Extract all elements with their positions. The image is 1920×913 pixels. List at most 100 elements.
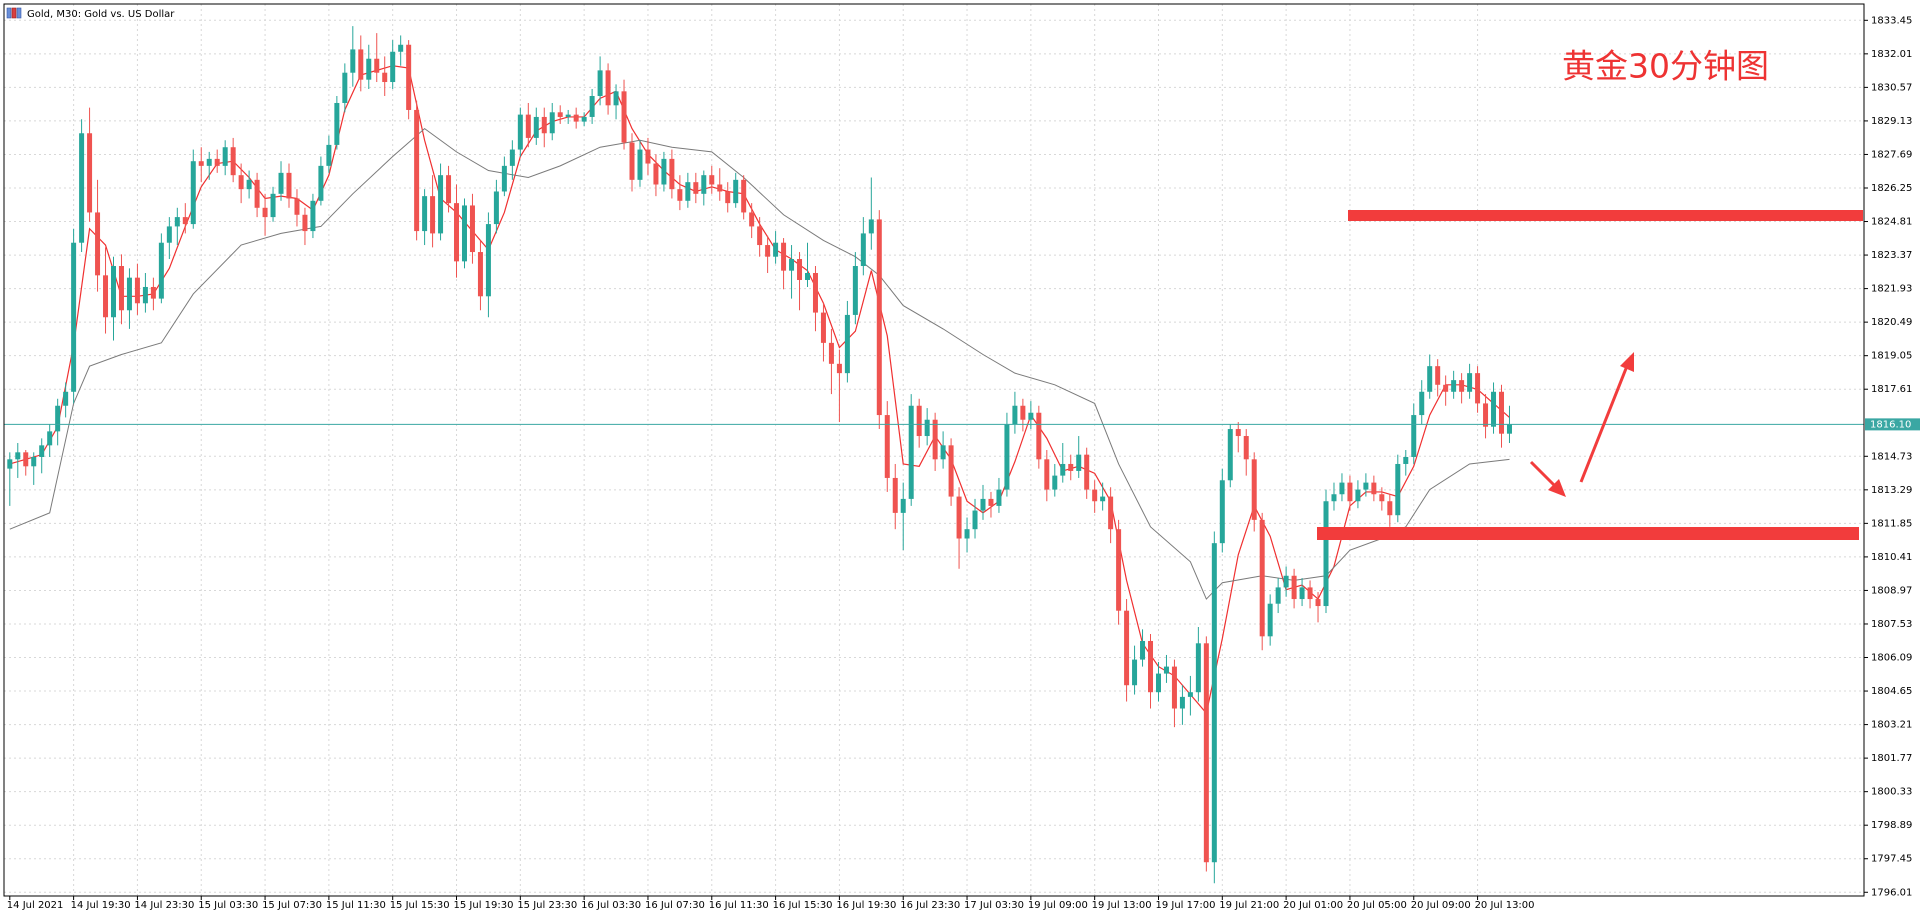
candle-body — [318, 165, 324, 201]
candle-body — [916, 405, 922, 437]
candles — [7, 26, 1512, 884]
candle-body — [71, 242, 77, 392]
x-tick-label: 16 Jul 11:30 — [709, 900, 769, 911]
candle-body — [270, 193, 276, 218]
candle-body — [430, 196, 436, 234]
x-tick-label: 14 Jul 2021 — [7, 900, 64, 911]
candle-body — [533, 116, 539, 138]
candle-body — [95, 212, 101, 276]
candle-body — [797, 259, 803, 280]
candle-body — [1219, 480, 1225, 544]
candle-body — [1179, 696, 1185, 709]
candle-body — [1435, 366, 1441, 385]
candle-body — [1387, 501, 1393, 516]
candle-body — [876, 219, 882, 416]
candle-body — [126, 277, 132, 311]
candle-body — [1506, 424, 1512, 434]
annotation: 黄金30分钟图 — [1562, 47, 1769, 86]
candle-body — [1411, 415, 1417, 457]
candle-body — [924, 419, 930, 437]
candle-body — [1163, 666, 1169, 674]
candle-body — [757, 226, 763, 246]
candle-body — [47, 431, 53, 446]
candle-body — [621, 91, 627, 143]
support-zone — [1317, 527, 1859, 540]
price-label-box — [1865, 418, 1920, 431]
candle-body — [1451, 380, 1457, 392]
x-tick-label: 17 Jul 03:30 — [964, 900, 1024, 911]
x-tick-label: 19 Jul 13:00 — [1092, 900, 1152, 911]
candle-body — [286, 172, 292, 199]
candle-body — [278, 172, 284, 194]
y-tick-label: 1829.13 — [1871, 116, 1912, 127]
candle-body — [485, 224, 491, 297]
y-tick-label: 1826.25 — [1871, 183, 1912, 194]
candle-body — [493, 191, 499, 225]
y-tick-label: 1820.49 — [1871, 317, 1912, 328]
candle-body — [158, 242, 164, 299]
x-tick-label: 19 Jul 09:00 — [1028, 900, 1088, 911]
candle-body — [501, 165, 507, 192]
candle-body — [454, 203, 460, 262]
candle-body — [31, 456, 37, 467]
candle-body — [972, 510, 978, 530]
candle-body — [1347, 482, 1353, 502]
candle-body — [1427, 366, 1433, 392]
arrow-head — [1620, 352, 1634, 372]
icon-bar — [16, 7, 22, 19]
candle-body — [366, 58, 372, 80]
candle-body — [1012, 405, 1018, 425]
y-tick-label: 1819.05 — [1871, 351, 1912, 362]
candle-body — [860, 233, 866, 267]
candle-body — [406, 44, 412, 110]
candle-body — [685, 182, 691, 201]
icon-bar — [11, 7, 17, 19]
candle-body — [390, 51, 396, 83]
candle-body — [932, 419, 938, 460]
candle-body — [1291, 575, 1297, 600]
x-tick-label: 16 Jul 03:30 — [581, 900, 641, 911]
candle-body — [1140, 640, 1146, 660]
candle-body — [988, 498, 994, 506]
x-tick-label: 19 Jul 17:00 — [1155, 900, 1215, 911]
candle-body — [940, 445, 946, 460]
candle-body — [789, 259, 795, 271]
candle-body — [1052, 475, 1058, 490]
candle-body — [812, 272, 818, 313]
x-tick-label: 19 Jul 21:00 — [1219, 900, 1279, 911]
candle-body — [805, 272, 810, 280]
candle-body — [1299, 587, 1305, 600]
candle-body — [174, 217, 180, 227]
candle-body — [701, 175, 707, 194]
y-tick-label: 1798.89 — [1871, 820, 1912, 831]
candle-body — [509, 149, 515, 166]
y-tick-label: 1814.73 — [1871, 451, 1912, 462]
candle-body — [374, 58, 380, 73]
x-tick-label: 15 Jul 07:30 — [262, 900, 322, 911]
candle-body — [1243, 436, 1249, 460]
candle-body — [1355, 489, 1361, 502]
candle-body — [525, 114, 531, 138]
candle-body — [1227, 429, 1233, 481]
candle-body — [1108, 496, 1114, 530]
candle-body — [1467, 373, 1473, 392]
candle-body — [964, 529, 970, 539]
candle-body — [198, 161, 204, 166]
candle-body — [581, 116, 587, 122]
candle-body — [1459, 380, 1465, 392]
candle-body — [1044, 459, 1050, 490]
candle-body — [1004, 424, 1010, 490]
y-tick-label: 1832.01 — [1871, 49, 1912, 60]
candle-body — [254, 179, 260, 208]
x-tick-label: 16 Jul 15:30 — [773, 900, 833, 911]
arrow-up — [1579, 352, 1634, 483]
candle-body — [342, 72, 348, 103]
symbol-icon — [6, 7, 22, 19]
x-tick-label: 16 Jul 07:30 — [645, 900, 705, 911]
candle-body — [87, 133, 93, 213]
candle-body — [414, 109, 420, 232]
candle-body — [573, 114, 579, 122]
candle-body — [1363, 482, 1369, 490]
candle-body — [310, 200, 316, 232]
